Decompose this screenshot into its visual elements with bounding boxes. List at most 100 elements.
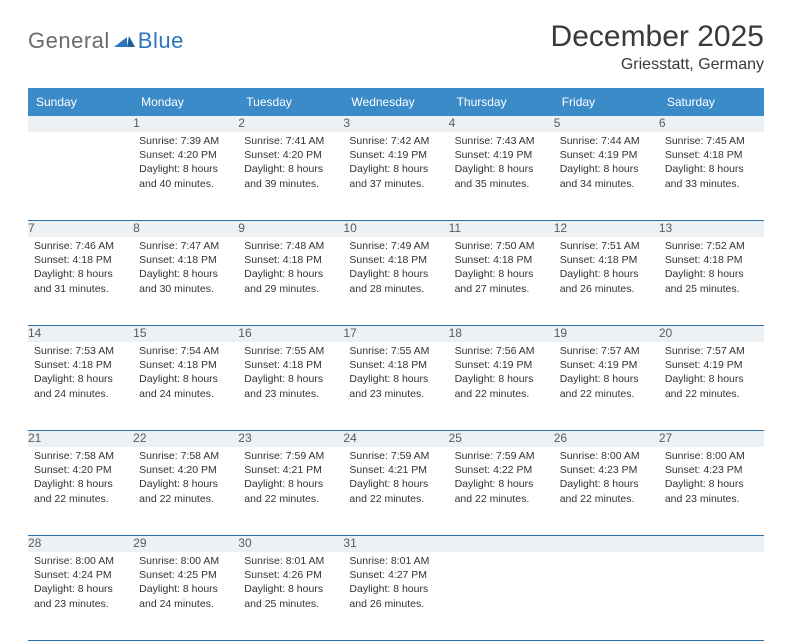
day-cell: Sunrise: 7:56 AMSunset: 4:19 PMDaylight:… <box>449 342 554 431</box>
day-content: Sunrise: 7:52 AMSunset: 4:18 PMDaylight:… <box>659 237 764 302</box>
day-cell: Sunrise: 7:55 AMSunset: 4:18 PMDaylight:… <box>238 342 343 431</box>
day-line: Sunset: 4:24 PM <box>34 568 127 582</box>
day-content <box>659 552 764 560</box>
day-line: Daylight: 8 hours <box>349 162 442 176</box>
day-number-cell: 2 <box>238 116 343 132</box>
day-number-cell: 13 <box>659 221 764 238</box>
day-line: Daylight: 8 hours <box>560 372 653 386</box>
day-number-row: 14151617181920 <box>28 326 764 343</box>
weekday-header: Thursday <box>449 88 554 116</box>
day-line: and 37 minutes. <box>349 177 442 191</box>
day-cell <box>554 552 659 641</box>
weekday-header: Tuesday <box>238 88 343 116</box>
day-cell: Sunrise: 8:00 AMSunset: 4:24 PMDaylight:… <box>28 552 133 641</box>
day-line: and 26 minutes. <box>349 597 442 611</box>
calendar-table: Sunday Monday Tuesday Wednesday Thursday… <box>28 88 764 641</box>
day-content: Sunrise: 7:49 AMSunset: 4:18 PMDaylight:… <box>343 237 448 302</box>
day-content: Sunrise: 7:58 AMSunset: 4:20 PMDaylight:… <box>133 447 238 512</box>
day-number-cell: 1 <box>133 116 238 132</box>
day-number-cell: 26 <box>554 431 659 448</box>
day-line: Sunset: 4:18 PM <box>34 358 127 372</box>
day-line: and 22 minutes. <box>560 492 653 506</box>
day-number-row: 78910111213 <box>28 221 764 238</box>
day-line: Daylight: 8 hours <box>455 477 548 491</box>
day-line: Sunrise: 7:57 AM <box>560 344 653 358</box>
day-number-cell: 27 <box>659 431 764 448</box>
day-line: Daylight: 8 hours <box>139 582 232 596</box>
calendar-header-row: Sunday Monday Tuesday Wednesday Thursday… <box>28 88 764 116</box>
day-cell: Sunrise: 8:00 AMSunset: 4:23 PMDaylight:… <box>659 447 764 536</box>
day-content <box>28 132 133 140</box>
day-cell: Sunrise: 7:57 AMSunset: 4:19 PMDaylight:… <box>554 342 659 431</box>
day-line: Sunrise: 7:49 AM <box>349 239 442 253</box>
day-cell: Sunrise: 7:49 AMSunset: 4:18 PMDaylight:… <box>343 237 448 326</box>
day-line: Daylight: 8 hours <box>455 267 548 281</box>
location-text: Griesstatt, Germany <box>551 56 764 74</box>
day-line: Sunrise: 8:00 AM <box>34 554 127 568</box>
day-content: Sunrise: 8:00 AMSunset: 4:25 PMDaylight:… <box>133 552 238 617</box>
day-line: Sunrise: 7:47 AM <box>139 239 232 253</box>
day-number-cell: 12 <box>554 221 659 238</box>
day-cell: Sunrise: 7:52 AMSunset: 4:18 PMDaylight:… <box>659 237 764 326</box>
day-cell: Sunrise: 7:48 AMSunset: 4:18 PMDaylight:… <box>238 237 343 326</box>
day-content: Sunrise: 7:47 AMSunset: 4:18 PMDaylight:… <box>133 237 238 302</box>
day-line: Daylight: 8 hours <box>244 162 337 176</box>
day-line: Daylight: 8 hours <box>349 477 442 491</box>
day-line: and 22 minutes. <box>455 387 548 401</box>
day-cell: Sunrise: 7:54 AMSunset: 4:18 PMDaylight:… <box>133 342 238 431</box>
page: General Blue December 2025 Griesstatt, G… <box>0 0 792 612</box>
day-line: Sunset: 4:22 PM <box>455 463 548 477</box>
day-line: Daylight: 8 hours <box>244 267 337 281</box>
day-line: Sunrise: 7:51 AM <box>560 239 653 253</box>
day-line: Sunrise: 7:59 AM <box>349 449 442 463</box>
day-content: Sunrise: 7:44 AMSunset: 4:19 PMDaylight:… <box>554 132 659 197</box>
day-cell: Sunrise: 7:42 AMSunset: 4:19 PMDaylight:… <box>343 132 448 221</box>
day-cell: Sunrise: 7:43 AMSunset: 4:19 PMDaylight:… <box>449 132 554 221</box>
calendar-body: 123456Sunrise: 7:39 AMSunset: 4:20 PMDay… <box>28 116 764 641</box>
day-content: Sunrise: 7:59 AMSunset: 4:21 PMDaylight:… <box>238 447 343 512</box>
day-line: Sunset: 4:26 PM <box>244 568 337 582</box>
day-number-cell: 11 <box>449 221 554 238</box>
day-cell: Sunrise: 8:01 AMSunset: 4:27 PMDaylight:… <box>343 552 448 641</box>
day-line: Sunset: 4:18 PM <box>244 358 337 372</box>
day-cell: Sunrise: 7:58 AMSunset: 4:20 PMDaylight:… <box>133 447 238 536</box>
day-cell: Sunrise: 7:53 AMSunset: 4:18 PMDaylight:… <box>28 342 133 431</box>
week-row: Sunrise: 8:00 AMSunset: 4:24 PM Daylight:… <box>28 552 764 641</box>
week-row: Sunrise: 7:46 AMSunset: 4:18 PMDaylight:… <box>28 237 764 326</box>
day-line: Daylight: 8 hours <box>665 162 758 176</box>
day-line: Sunset: 4:18 PM <box>560 253 653 267</box>
day-cell: Sunrise: 7:55 AMSunset: 4:18 PMDaylight:… <box>343 342 448 431</box>
day-cell: Sunrise: 7:50 AMSunset: 4:18 PMDaylight:… <box>449 237 554 326</box>
day-line: and 30 minutes. <box>139 282 232 296</box>
day-line: Daylight: 8 hours <box>665 267 758 281</box>
day-content: Sunrise: 7:45 AMSunset: 4:18 PMDaylight:… <box>659 132 764 197</box>
day-content: Sunrise: 7:46 AMSunset: 4:18 PMDaylight:… <box>28 237 133 302</box>
day-cell: Sunrise: 7:41 AMSunset: 4:20 PMDaylight:… <box>238 132 343 221</box>
day-line: and 33 minutes. <box>665 177 758 191</box>
day-cell: Sunrise: 7:45 AMSunset: 4:18 PMDaylight:… <box>659 132 764 221</box>
day-content: Sunrise: 7:39 AMSunset: 4:20 PMDaylight:… <box>133 132 238 197</box>
day-line: Sunset: 4:20 PM <box>34 463 127 477</box>
day-content: Sunrise: 7:43 AMSunset: 4:19 PMDaylight:… <box>449 132 554 197</box>
weekday-header: Sunday <box>28 88 133 116</box>
logo-blue-text: Blue <box>138 28 184 54</box>
day-line: Daylight: 8 hours <box>349 267 442 281</box>
day-content: Sunrise: 7:59 AMSunset: 4:22 PMDaylight:… <box>449 447 554 512</box>
day-line: Sunset: 4:25 PM <box>139 568 232 582</box>
day-line: Sunset: 4:19 PM <box>349 148 442 162</box>
day-line: and 24 minutes. <box>34 387 127 401</box>
day-cell: Sunrise: 7:51 AMSunset: 4:18 PMDaylight:… <box>554 237 659 326</box>
day-content: Sunrise: 7:56 AMSunset: 4:19 PMDaylight:… <box>449 342 554 407</box>
day-line: Daylight: 8 hours <box>139 372 232 386</box>
day-line: Daylight: 8 hours <box>455 372 548 386</box>
day-cell: Sunrise: 7:39 AMSunset: 4:20 PMDaylight:… <box>133 132 238 221</box>
day-line: Sunset: 4:20 PM <box>139 463 232 477</box>
day-number-cell: 4 <box>449 116 554 132</box>
day-line: Sunrise: 7:41 AM <box>244 134 337 148</box>
day-line: Daylight: 8 hours <box>560 267 653 281</box>
month-title: December 2025 <box>551 20 764 54</box>
day-line: Sunrise: 7:55 AM <box>244 344 337 358</box>
day-content: Sunrise: 8:00 AMSunset: 4:23 PMDaylight:… <box>554 447 659 512</box>
day-content: Sunrise: 8:01 AMSunset: 4:27 PMDaylight:… <box>343 552 448 617</box>
day-line: Sunrise: 7:39 AM <box>139 134 232 148</box>
